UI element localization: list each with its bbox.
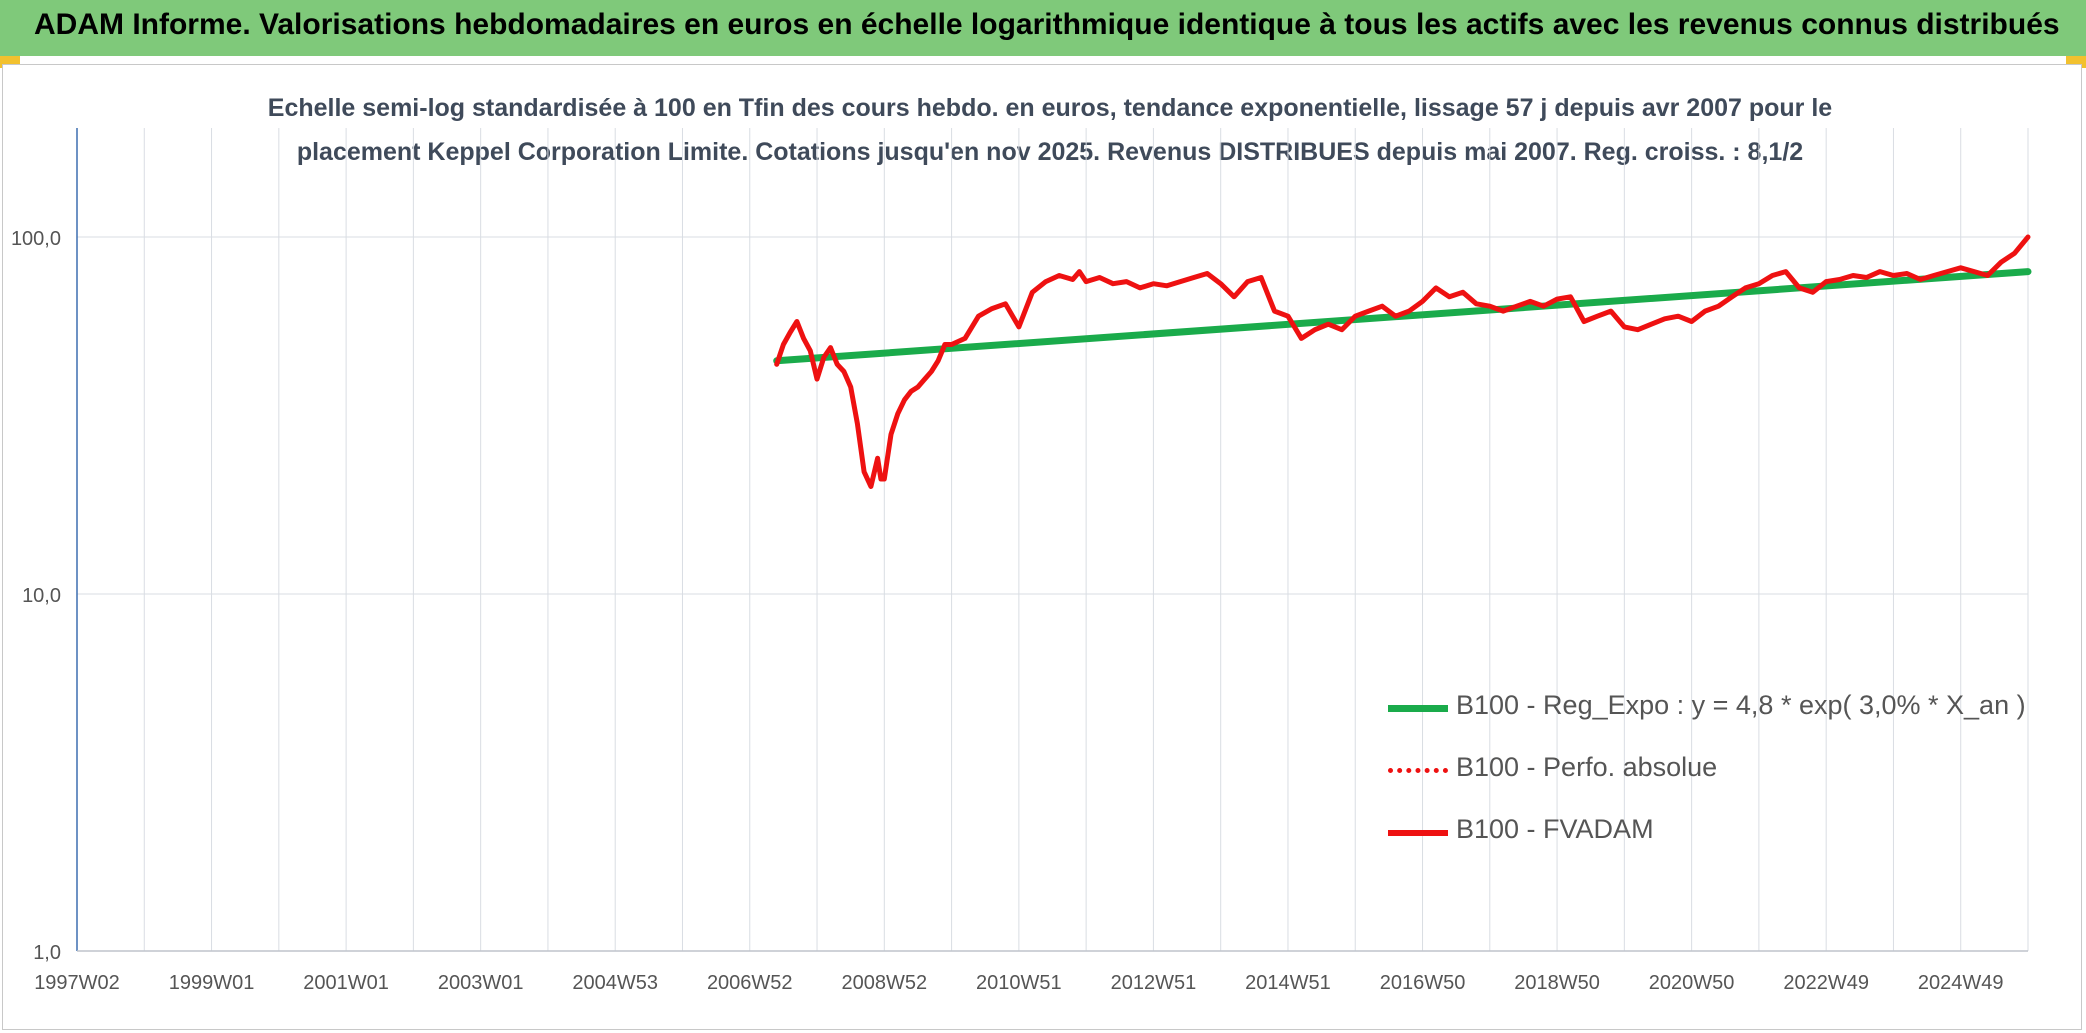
x-tick-label: 2012W51 [1111,972,1197,994]
x-tick-label: 1999W01 [169,972,255,994]
chart-title-line-1: Echelle semi-log standardisée à 100 en T… [267,94,1833,122]
x-tick-label: 2008W52 [841,972,927,994]
report-title: ADAM Informe. Valorisations hebdomadaire… [34,8,2060,41]
x-tick-label: 2016W50 [1380,972,1466,994]
legend-label-perfo: B100 - Perfo. absolue [1456,752,1718,782]
axes [76,128,2028,952]
x-tick-label: 2014W51 [1245,972,1331,994]
chart-area [2,64,2082,1030]
legend-item-regression: B100 - Reg_Expo : y = 4,8 * exp( 3,0% * … [1388,680,2026,742]
legend-swatch-fvadam [1388,830,1448,836]
x-tick-label: 1997W02 [34,972,120,994]
y-tick-label: 10,0 [22,585,61,607]
legend-item-fvadam: B100 - FVADAM [1388,804,1988,866]
legend-swatch-regression [1388,705,1448,712]
series-line-fvadam [774,234,2031,489]
y-tick-label: 100,0 [11,228,61,250]
legend-item-perfo: B100 - Perfo. absolue [1388,742,1988,804]
legend: B100 - Reg_Expo : y = 4,8 * exp( 3,0% * … [1388,680,2026,866]
legend-label-fvadam: B100 - FVADAM [1456,814,1654,844]
x-tick-label: 2003W01 [438,972,524,994]
tick-labels: 1,0 10,0 100,0 1997W02 1999W01 2001W01 2003W01… [11,228,2004,994]
x-tick-label: 2022W49 [1783,972,1869,994]
x-tick-label: 2018W50 [1514,972,1600,994]
x-tick-label: 2006W52 [707,972,793,994]
x-tick-label: 2024W49 [1918,972,2004,994]
x-tick-label: 2004W53 [572,972,658,994]
series-lines [773,234,2032,489]
legend-label-regression: B100 - Reg_Expo : y = 4,8 * exp( 3,0% * … [1456,690,2026,720]
legend-swatch-perfo [1388,768,1448,773]
x-tick-label: 2020W50 [1649,972,1735,994]
x-tick-label: 2001W01 [303,972,389,994]
x-tick-label: 2010W51 [976,972,1062,994]
y-tick-label: 1,0 [33,942,61,964]
header-banner: ADAM Informe. Valorisations hebdomadaire… [0,0,2086,56]
